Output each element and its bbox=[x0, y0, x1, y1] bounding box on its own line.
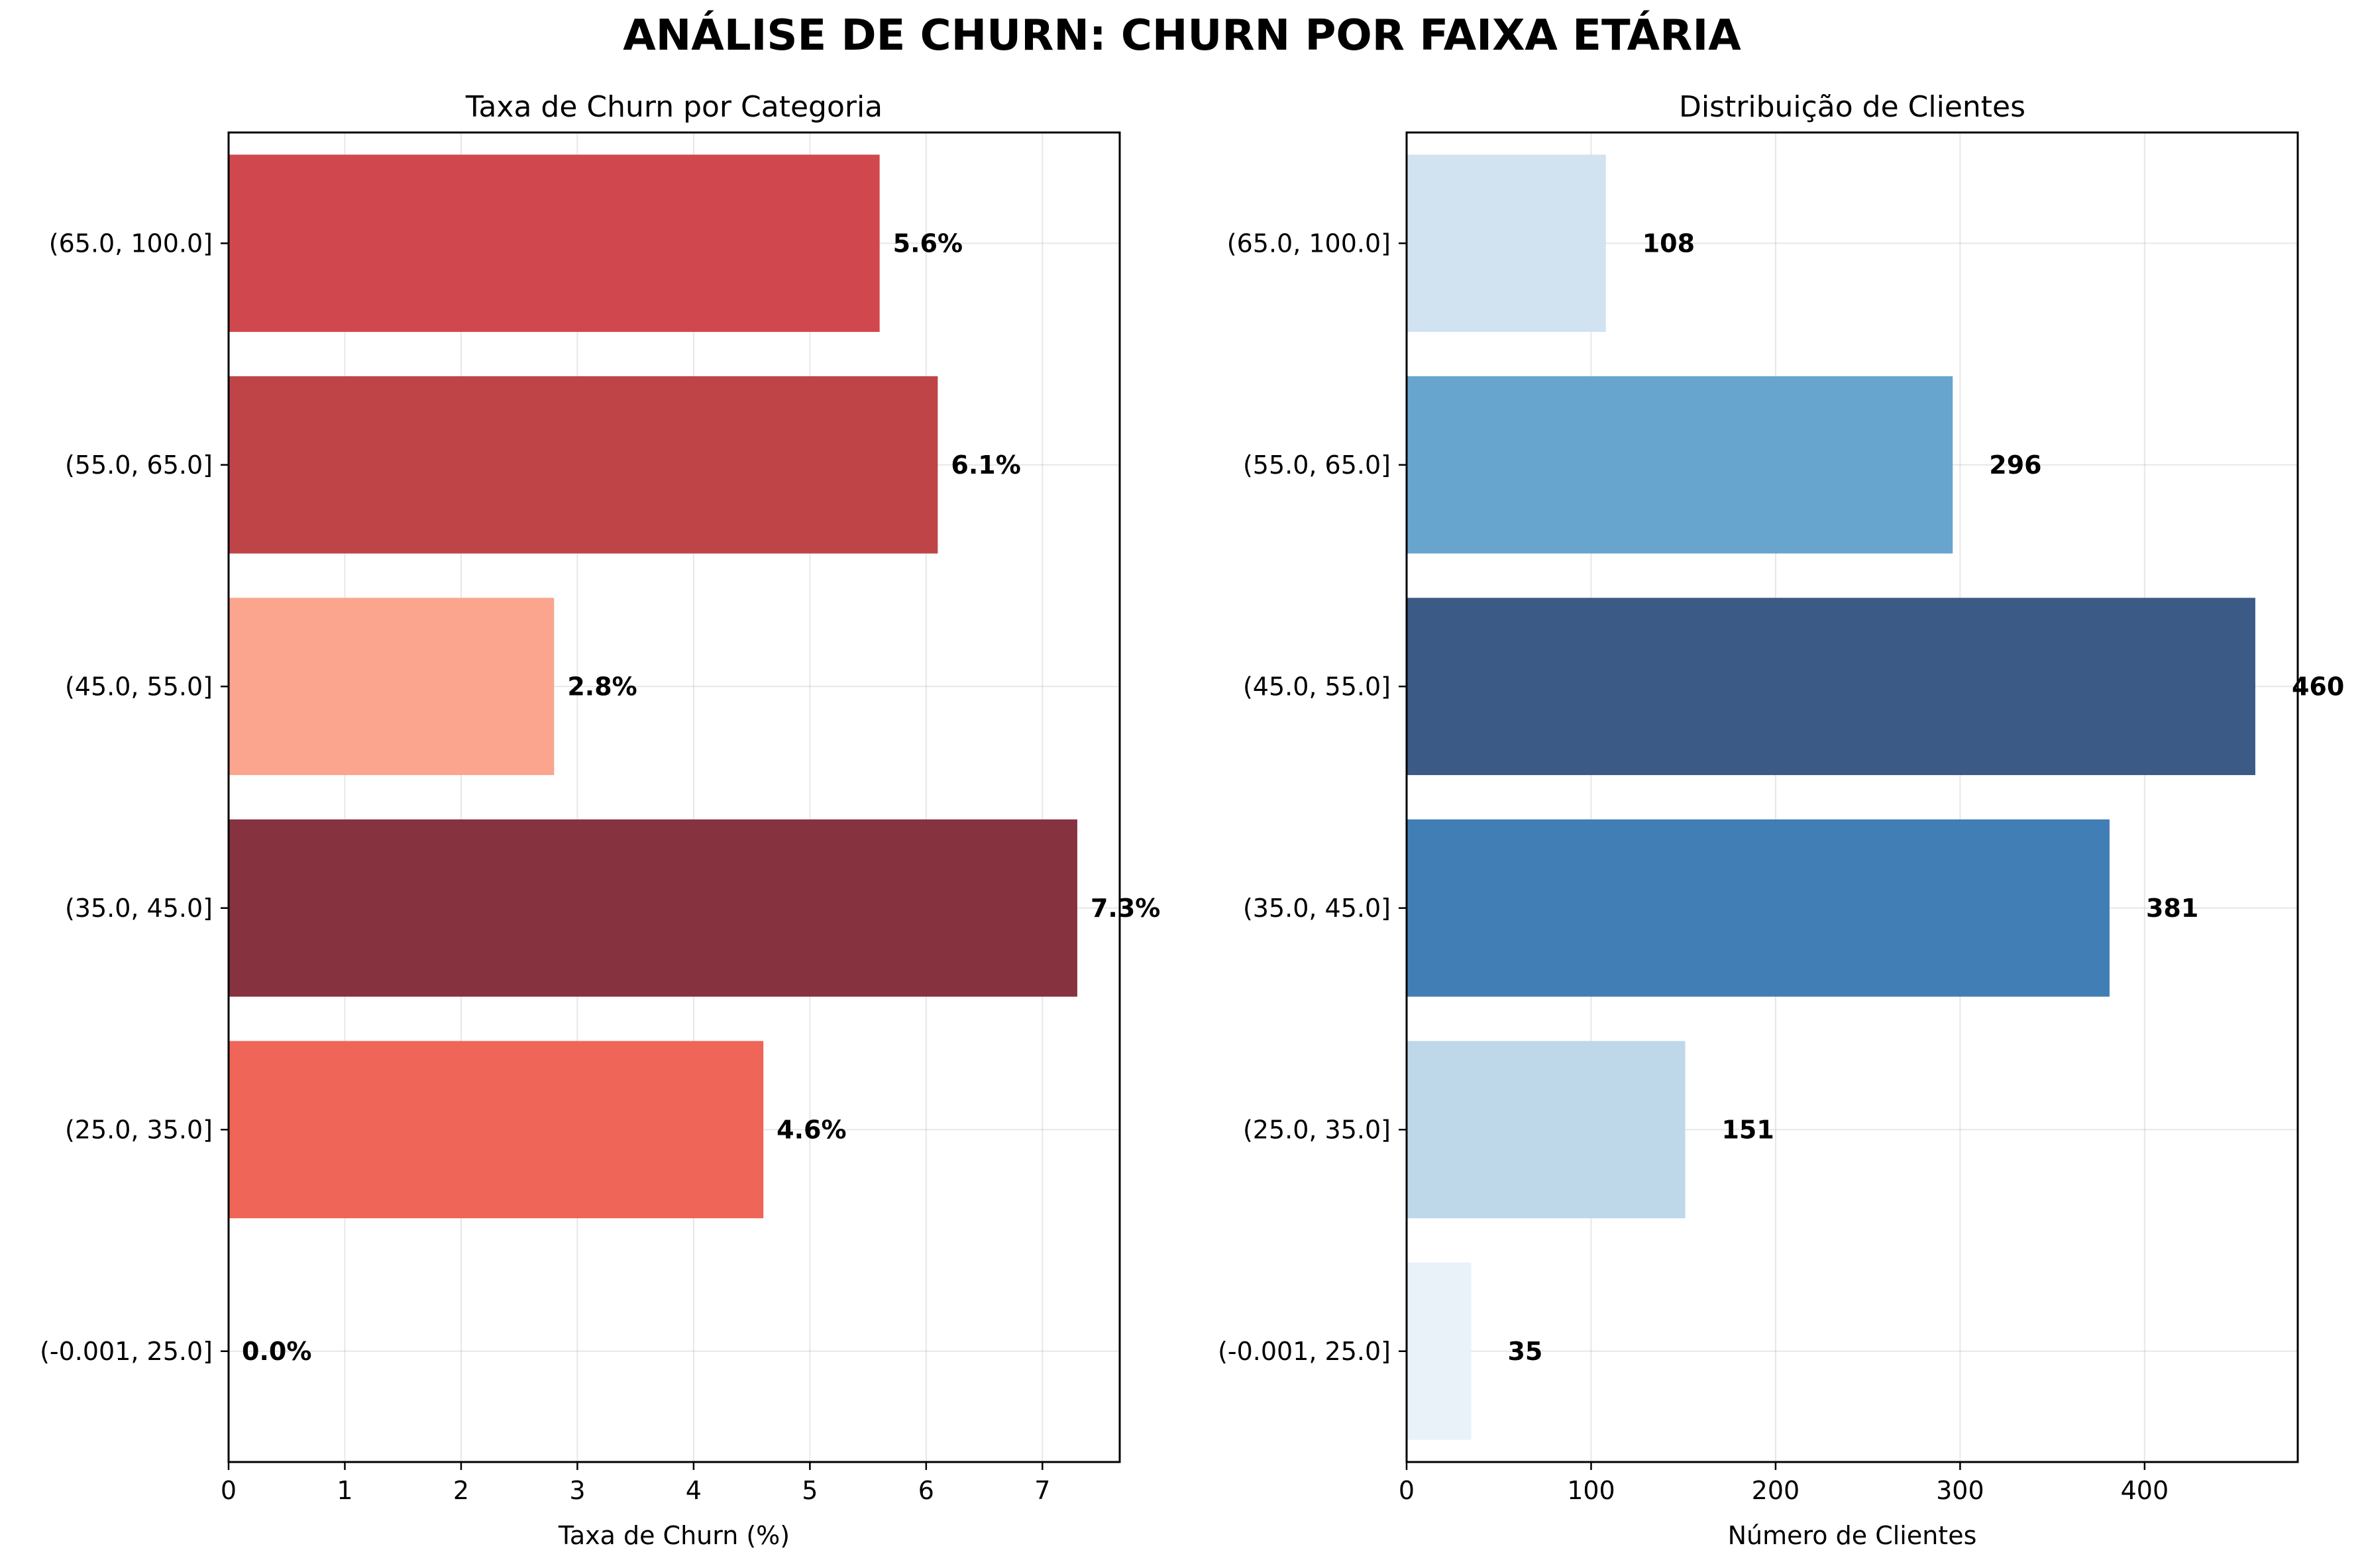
x-tick-label: 5 bbox=[802, 1476, 818, 1505]
bar bbox=[1407, 376, 1953, 554]
y-tick-label: (25.0, 35.0] bbox=[1243, 1115, 1391, 1144]
x-tick-label: 200 bbox=[1752, 1476, 1800, 1505]
chart-title: Taxa de Churn por Categoria bbox=[465, 90, 883, 124]
data-label: 0.0% bbox=[242, 1337, 311, 1366]
data-label: 2.8% bbox=[567, 672, 637, 701]
plot-frame bbox=[1405, 131, 2299, 1463]
data-label: 5.6% bbox=[893, 229, 963, 258]
y-tick-label: (35.0, 45.0] bbox=[65, 894, 213, 923]
y-tick-label: (65.0, 100.0] bbox=[1227, 229, 1391, 258]
y-tick-label: (25.0, 35.0] bbox=[65, 1115, 213, 1144]
y-tick-label: (65.0, 100.0] bbox=[49, 229, 213, 258]
data-label: 381 bbox=[2146, 894, 2198, 923]
x-tick-label: 3 bbox=[569, 1476, 585, 1505]
bar bbox=[229, 154, 880, 333]
y-tick-label: (-0.001, 25.0] bbox=[40, 1337, 213, 1366]
y-tick-label: (45.0, 55.0] bbox=[65, 672, 213, 701]
y-tick-label: (55.0, 65.0] bbox=[65, 450, 213, 480]
bar bbox=[229, 598, 555, 776]
plot-frame bbox=[227, 131, 1121, 1463]
customer-distribution-chart: Distribuição de Clientes 35 151 381 460 296 10… bbox=[1218, 90, 2344, 1550]
x-tick-label: 4 bbox=[686, 1476, 702, 1505]
y-tick-label: (45.0, 55.0] bbox=[1243, 672, 1391, 701]
x-tick-label: 1 bbox=[337, 1476, 352, 1505]
bar bbox=[1407, 1262, 1472, 1440]
data-label: 6.1% bbox=[951, 450, 1020, 480]
bar bbox=[1407, 598, 2255, 776]
x-tick-label: 2 bbox=[453, 1476, 469, 1505]
bar bbox=[229, 1041, 764, 1219]
figure-title: ANÁLISE DE CHURN: CHURN POR FAIXA ETÁRIA bbox=[623, 10, 1741, 60]
x-tick-label: 100 bbox=[1567, 1476, 1615, 1505]
data-label: 4.6% bbox=[777, 1115, 846, 1144]
x-tick-label: 0 bbox=[221, 1476, 237, 1505]
chart-title: Distribuição de Clientes bbox=[1679, 90, 2025, 124]
x-axis-label: Número de Clientes bbox=[1728, 1521, 1977, 1550]
x-axis-label: Taxa de Churn (%) bbox=[558, 1521, 790, 1550]
bar bbox=[1407, 1041, 1686, 1219]
x-tick-label: 400 bbox=[2121, 1476, 2169, 1505]
data-label: 460 bbox=[2292, 672, 2344, 701]
x-tick-label: 6 bbox=[918, 1476, 934, 1505]
data-label: 108 bbox=[1642, 229, 1695, 258]
bar bbox=[229, 376, 938, 554]
y-tick-label: (-0.001, 25.0] bbox=[1218, 1337, 1391, 1366]
data-label: 296 bbox=[1989, 450, 2041, 480]
x-tick-label: 7 bbox=[1034, 1476, 1050, 1505]
x-tick-label: 0 bbox=[1399, 1476, 1415, 1505]
data-label: 151 bbox=[1721, 1115, 1774, 1144]
y-tick-label: (55.0, 65.0] bbox=[1243, 450, 1391, 480]
x-tick-label: 300 bbox=[1936, 1476, 1984, 1505]
y-tick-label: (35.0, 45.0] bbox=[1243, 894, 1391, 923]
data-label: 35 bbox=[1507, 1337, 1542, 1366]
bar bbox=[1407, 819, 2110, 997]
churn-rate-chart: Taxa de Churn por Categoria 0.0% 4.6% 7.3% 2… bbox=[40, 90, 1160, 1550]
bar bbox=[229, 819, 1077, 997]
bar bbox=[1407, 154, 1606, 333]
data-label: 7.3% bbox=[1091, 894, 1160, 923]
